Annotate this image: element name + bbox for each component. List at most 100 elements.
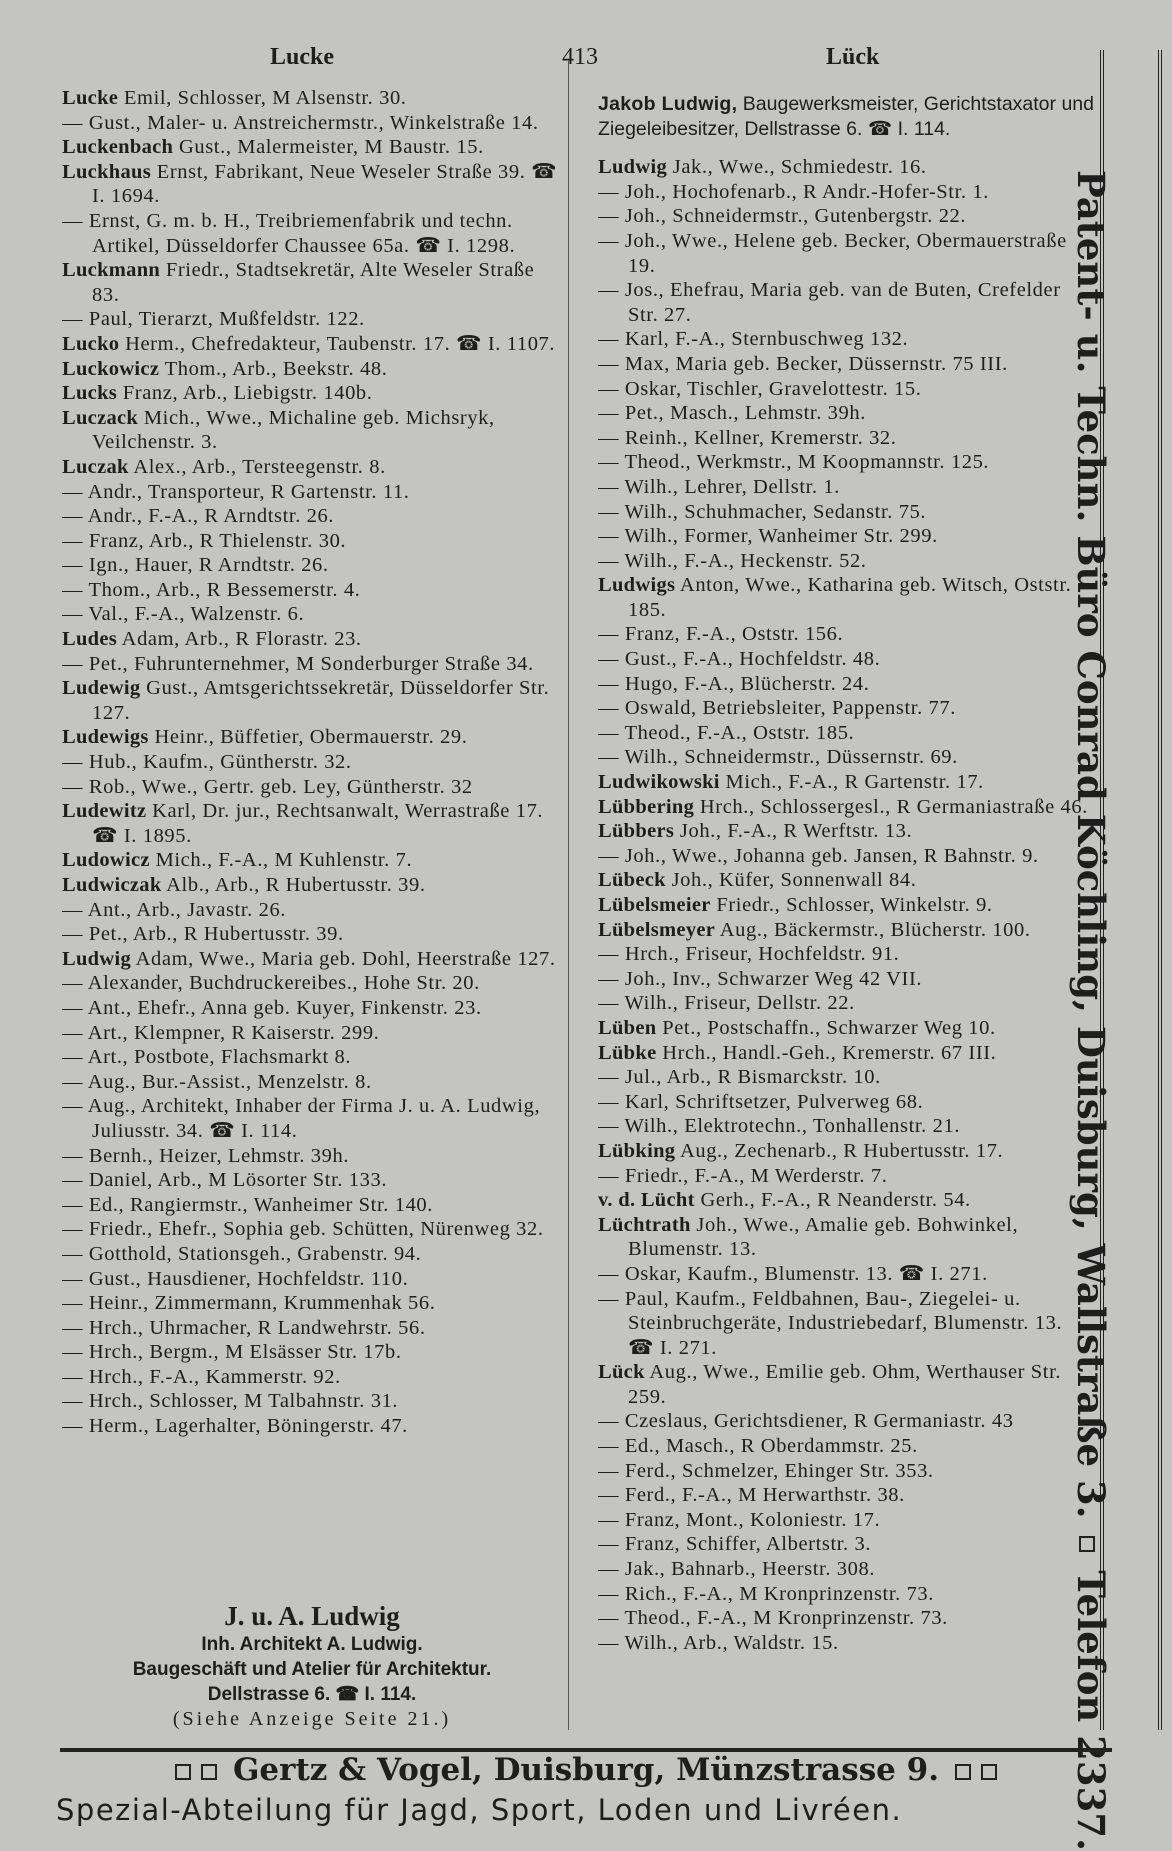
entry: — Gust., F.-A., Hochfeldstr. 48. (598, 647, 1094, 672)
entry-text: — Rob., Wwe., Gertr. geb. Ley, Güntherst… (62, 775, 473, 798)
entry-text: — Andr., Transporteur, R Gartenstr. 11. (62, 480, 410, 503)
entry: — Ign., Hauer, R Arndtstr. 26. (62, 553, 562, 578)
entry-text: — Max, Maria geb. Becker, Düssernstr. 75… (598, 352, 1008, 375)
entry-text: — Paul, Kaufm., Feldbahnen, Bau-, Ziegel… (598, 1287, 1063, 1359)
entry-text: — Ed., Masch., R Oberdammstr. 25. (598, 1435, 918, 1458)
entry-name: Lucko (62, 332, 120, 355)
entry-text: — Oskar, Tischler, Gravelottestr. 15. (598, 377, 922, 400)
entry-text: — Jul., Arb., R Bismarckstr. 10. (598, 1066, 881, 1089)
ornament (201, 1763, 218, 1780)
entry-text: Aug., Zechenarb., R Hubertusstr. 17. (679, 1139, 1004, 1162)
entry-name: Ludewig (62, 677, 141, 700)
entry: — Theod., F.-A., Oststr. 185. (598, 721, 1094, 746)
entry: — Wilh., Arb., Waldstr. 15. (598, 1631, 1094, 1656)
entry-text: — Hrch., F.-A., Kammerstr. 92. (62, 1365, 341, 1388)
entry-text: — Wilh., Schuhmacher, Sedanstr. 75. (598, 500, 927, 523)
left-column: Lucke Emil, Schlosser, M Alsenstr. 30. — … (62, 86, 562, 1586)
entry-name: Lüben (598, 1016, 657, 1039)
entry-text: — Theod., F.-A., Oststr. 185. (598, 721, 855, 744)
entry: Luczack Mich., Wwe., Michaline geb. Mich… (62, 406, 562, 455)
entry-text: — Reinh., Kellner, Kremerstr. 32. (598, 426, 897, 449)
ornament (954, 1763, 971, 1780)
entry: Lüben Pet., Postschaffn., Schwarzer Weg … (598, 1016, 1094, 1041)
entry: Ludwiczak Alb., Arb., R Hubertusstr. 39. (62, 873, 562, 898)
entry-text: Hrch., Handl.-Geh., Kremerstr. 67 III. (662, 1041, 997, 1064)
entry-text: Friedr., Stadtsekretär, Alte Weseler Str… (92, 259, 535, 306)
entry-text: — Hrch., Friseur, Hochfeldstr. 91. (598, 943, 900, 966)
entry: Luckmann Friedr., Stadtsekretär, Alte We… (62, 258, 562, 307)
entry: — Franz, Arb., R Thielenstr. 30. (62, 529, 562, 554)
entry-text: — Wilh., Schneidermstr., Düssernstr. 69. (598, 746, 958, 769)
entry-text: — Joh., Schneidermstr., Gutenbergstr. 22… (598, 205, 967, 228)
entry-name: Lucke (62, 87, 119, 109)
entry: Jakob Ludwig, Baugewerksmeister, Gericht… (598, 92, 1094, 141)
entry-text: — Wilh., Arb., Waldstr. 15. (598, 1631, 839, 1654)
entry-text: — Wilh., Friseur, Dellstr. 22. (598, 992, 855, 1015)
entry-text: Mich., F.-A., M Kuhlenstr. 7. (155, 849, 413, 872)
entry-text: Alex., Arb., Tersteegenstr. 8. (133, 455, 386, 478)
entry: — Pet., Fuhrunternehmer, M Sonderburger … (62, 652, 562, 677)
side-banner-text: Patent- u. Techn. Büro Conrad Köchling, … (1069, 170, 1113, 1851)
side-banner: Patent- u. Techn. Büro Conrad Köchling, … (1069, 50, 1162, 1851)
entry: — Rob., Wwe., Gertr. geb. Ley, Güntherst… (62, 775, 562, 800)
entry-name: Ludewigs (62, 726, 149, 749)
footer-rule (60, 1748, 1112, 1752)
advert-line: Dellstrasse 6. ☎ I. 114. (207, 1684, 417, 1705)
entry-text: — Joh., Wwe., Helene geb. Becker, Oberma… (598, 229, 1067, 277)
entry: Lübking Aug., Zechenarb., R Hubertusstr.… (598, 1139, 1094, 1164)
entry-text: Joh., Küfer, Sonnenwall 84. (671, 869, 917, 892)
entry: Luckowicz Thom., Arb., Beekstr. 48. (62, 357, 562, 382)
entry: — Paul, Tierarzt, Mußfeldstr. 122. (62, 307, 562, 332)
entry-name: v. d. Lücht (598, 1189, 695, 1212)
entry-text: — Jos., Ehefrau, Maria geb. van de Buten… (598, 279, 1061, 326)
entry-name: Ludwig (62, 947, 132, 970)
entry-name: Lübbers (598, 820, 675, 843)
entry-text: — Thom., Arb., R Bessemerstr. 4. (62, 578, 361, 601)
entry: Lübeck Joh., Küfer, Sonnenwall 84. (598, 868, 1094, 893)
entry: — Theod., Werkmstr., M Koopmannstr. 125. (598, 450, 1094, 475)
entry: — Franz, Schiffer, Albertstr. 3. (598, 1532, 1094, 1557)
entry-text: — Alexander, Buchdruckereibes., Hohe Str… (62, 972, 480, 995)
entry-text: Aug., Wwe., Emilie geb. Ohm, Werthauser … (628, 1361, 1062, 1408)
entry: — Aug., Architekt, Inhaber der Firma J. … (62, 1094, 562, 1143)
entry-text: — Hub., Kaufm., Güntherstr. 32. (62, 751, 352, 774)
entry-text: — Ferd., Schmelzer, Ehinger Str. 353. (598, 1459, 934, 1482)
entry-text: Gust., Malermeister, M Baustr. 15. (178, 136, 484, 159)
entry-name: Lübbering (598, 795, 695, 818)
entry-text: — Ferd., F.-A., M Herwarthstr. 38. (598, 1484, 905, 1507)
entry: — Ed., Rangiermstr., Wanheimer Str. 140. (62, 1193, 562, 1218)
entry-text: — Friedr., Ehefr., Sophia geb. Schütten,… (62, 1218, 544, 1241)
entry: — Jak., Bahnarb., Heerstr. 308. (598, 1557, 1094, 1582)
entry-name: Luczack (62, 406, 139, 429)
entry-text: — Ign., Hauer, R Arndtstr. 26. (62, 554, 329, 577)
entry: — Hrch., Bergm., M Elsässer Str. 17b. (62, 1340, 562, 1365)
entry-text: — Gotthold, Stationsgeh., Grabenstr. 94. (62, 1242, 422, 1265)
entry-text: — Hrch., Schlosser, M Talbahnstr. 31. (62, 1390, 399, 1413)
entry-text: — Franz, Schiffer, Albertstr. 3. (598, 1533, 872, 1556)
entry-text: — Joh., Wwe., Johanna geb. Jansen, R Bah… (598, 844, 1039, 867)
entry-text: Emil, Schlosser, M Alsenstr. 30. (123, 87, 407, 109)
entry: Ludes Adam, Arb., R Florastr. 23. (62, 627, 562, 652)
entry: — Hrch., Schlosser, M Talbahnstr. 31. (62, 1389, 562, 1414)
entry: — Joh., Schneidermstr., Gutenbergstr. 22… (598, 204, 1094, 229)
entry: Lucke Emil, Schlosser, M Alsenstr. 30. (62, 86, 562, 111)
entry-text: Adam, Wwe., Maria geb. Dohl, Heerstraße … (135, 947, 556, 970)
entry: — Friedr., F.-A., M Werderstr. 7. (598, 1164, 1094, 1189)
entry: — Ant., Arb., Javastr. 26. (62, 898, 562, 923)
entry-name: Lübeck (598, 869, 666, 892)
entry-text: — Oskar, Kaufm., Blumenstr. 13. ☎ I. 271… (598, 1262, 988, 1285)
entry: Ludwigs Anton, Wwe., Katharina geb. Wits… (598, 573, 1094, 622)
entry: — Czeslaus, Gerichtsdiener, R Germaniast… (598, 1409, 1094, 1434)
entry-text: — Val., F.-A., Walzenstr. 6. (62, 603, 305, 626)
entry-text: — Franz, Mont., Koloniestr. 17. (598, 1508, 881, 1531)
entry: — Wilh., Schuhmacher, Sedanstr. 75. (598, 500, 1094, 525)
entry: — Joh., Inv., Schwarzer Weg 42 VII. (598, 967, 1094, 992)
entry: — Bernh., Heizer, Lehmstr. 39h. (62, 1144, 562, 1169)
entry-text: — Czeslaus, Gerichtsdiener, R Germaniast… (598, 1410, 1014, 1433)
entry-name: Ludwigs (598, 574, 676, 597)
entry: — Herm., Lagerhalter, Böningerstr. 47. (62, 1414, 562, 1439)
right-column: Jakob Ludwig, Baugewerksmeister, Gericht… (598, 92, 1094, 1732)
entry-text: Adam, Arb., R Florastr. 23. (121, 628, 362, 651)
footer-line1: Gertz & Vogel, Duisburg, Münzstrasse 9. (0, 1752, 1172, 1788)
column-divider (568, 60, 569, 1730)
